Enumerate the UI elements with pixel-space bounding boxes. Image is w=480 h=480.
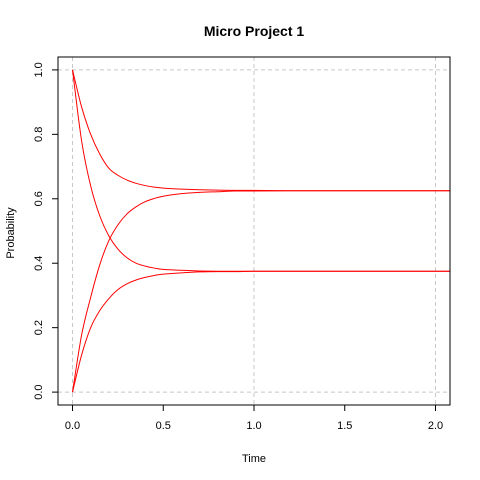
grid — [58, 57, 450, 405]
series-line-1 — [72, 69, 450, 192]
y-axis-label: Probability — [5, 207, 17, 259]
x-tick-label: 1.0 — [246, 420, 261, 432]
x-tick-label: 0.0 — [65, 420, 80, 432]
chart-title: Micro Project 1 — [204, 23, 305, 39]
y-axis-ticks: 0.0 0.2 0.4 0.6 0.8 1.0 — [33, 62, 58, 400]
x-axis-ticks: 0.0 0.5 1.0 1.5 2.0 — [65, 405, 443, 432]
x-tick-label: 2.0 — [428, 420, 443, 432]
y-tick-label: 1.0 — [33, 62, 45, 77]
y-tick-label: 0.0 — [33, 384, 45, 399]
y-tick-label: 0.8 — [33, 127, 45, 142]
series-line-4 — [72, 270, 450, 393]
x-axis-label: Time — [242, 453, 266, 465]
y-tick-label: 0.6 — [33, 191, 45, 206]
y-tick-label: 0.4 — [33, 256, 45, 271]
series-line-2 — [72, 190, 450, 393]
y-tick-label: 0.2 — [33, 320, 45, 335]
series-lines — [72, 69, 450, 393]
x-tick-label: 1.5 — [337, 420, 352, 432]
x-tick-label: 0.5 — [156, 420, 171, 432]
series-line-3 — [72, 69, 450, 272]
